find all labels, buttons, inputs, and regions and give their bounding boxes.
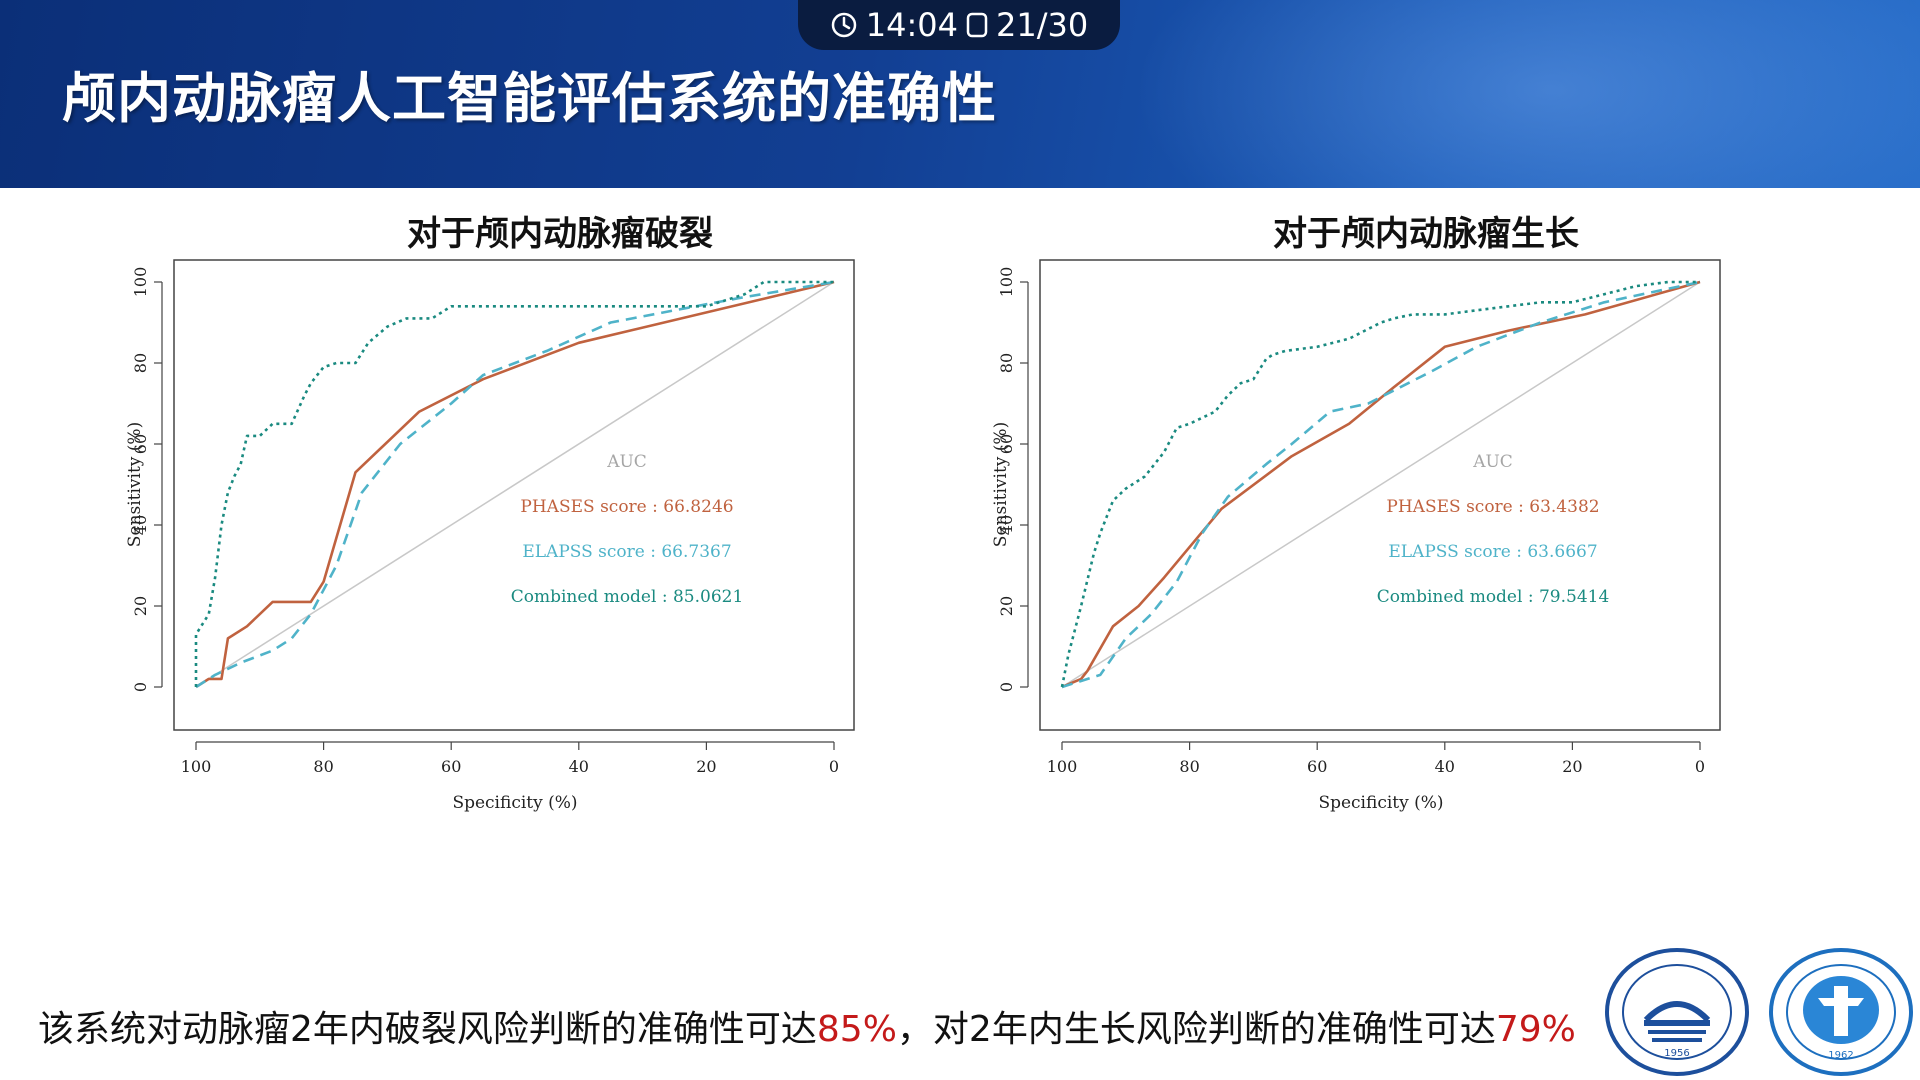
diagonal-reference-line: [195, 281, 835, 688]
roc-curve-elapss: [195, 280, 835, 689]
x-tick-label: 60: [1307, 757, 1327, 776]
university-logo-year: 1962: [1828, 1050, 1853, 1061]
y-tick-label: 0: [131, 682, 150, 692]
y-tick-label: 20: [997, 596, 1016, 616]
roc-curve-phases: [1061, 280, 1701, 689]
legend-title: AUC: [606, 452, 647, 472]
hospital-logo-year: 1956: [1664, 1048, 1689, 1059]
x-tick-label: 100: [1047, 757, 1078, 776]
clock-icon: [830, 11, 858, 39]
university-logo: 1962: [1769, 948, 1913, 1076]
legend-entry: ELAPSS score : 66.7367: [522, 542, 731, 562]
y-tick-label: 100: [131, 267, 150, 298]
x-axis-label: Specificity (%): [1318, 793, 1443, 813]
summary-part-1: 该系统对动脉瘤2年内破裂风险判断的准确性可达: [38, 1009, 817, 1050]
y-axis-label: Sensitivity (%): [991, 422, 1011, 547]
x-tick-label: 60: [441, 757, 461, 776]
rupture-accuracy-value: 85%: [816, 1009, 897, 1050]
legend-entry: PHASES score : 66.8246: [520, 497, 733, 517]
summary-part-2: ，对2年内生长风险判断的准确性可达: [896, 1009, 1496, 1050]
legend-title: AUC: [1472, 452, 1513, 472]
status-time: 14:04: [865, 6, 958, 44]
x-tick-label: 80: [1179, 757, 1199, 776]
legend-entry: Combined model : 85.0621: [511, 587, 744, 607]
x-axis-label: Specificity (%): [452, 793, 577, 813]
rupture-roc-chart: 100 80 60 40 20 0 Specificity (%) 0 20 40 60 80 100 S…: [125, 259, 855, 813]
x-tick-label: 80: [313, 757, 333, 776]
x-tick-label: 20: [696, 757, 716, 776]
y-tick-label: 60: [997, 434, 1016, 454]
x-tick-label: 40: [569, 757, 589, 776]
growth-roc-chart: 100 80 60 40 20 0 Specificity (%) 0 20 40 60 80 100 S…: [991, 259, 1721, 813]
y-tick-label: 60: [131, 434, 150, 454]
growth-chart-title: 对于颅内动脉瘤生长: [1273, 214, 1579, 254]
y-tick-label: 40: [997, 515, 1016, 535]
y-tick-label: 40: [131, 515, 150, 535]
legend-entry: ELAPSS score : 63.6667: [1388, 542, 1597, 562]
x-tick-label: 20: [1562, 757, 1582, 776]
plot-frame: [173, 259, 855, 731]
roc-curve-elapss: [1061, 280, 1701, 689]
slide-counter-icon: [966, 12, 988, 38]
legend-entry: PHASES score : 63.4382: [1386, 497, 1599, 517]
y-axis-label: Sensitivity (%): [125, 422, 145, 547]
diagonal-reference-line: [1061, 281, 1701, 688]
rupture-chart-title: 对于颅内动脉瘤破裂: [407, 214, 713, 254]
hospital-logo: 1956: [1605, 948, 1749, 1076]
y-tick-label: 80: [997, 353, 1016, 373]
x-tick-label: 0: [1695, 757, 1705, 776]
slide-counter: 21/30: [996, 6, 1089, 44]
plot-frame: [1039, 259, 1721, 731]
y-tick-label: 80: [131, 353, 150, 373]
legend-entry: Combined model : 79.5414: [1377, 587, 1610, 607]
roc-curve-phases: [195, 280, 835, 689]
slide-title: 颅内动脉瘤人工智能评估系统的准确性: [62, 67, 997, 130]
growth-accuracy-value: 79%: [1495, 1009, 1576, 1050]
x-tick-label: 40: [1435, 757, 1455, 776]
x-tick-label: 100: [181, 757, 212, 776]
x-tick-label: 0: [829, 757, 839, 776]
y-tick-label: 20: [131, 596, 150, 616]
slide-status-pill[interactable]: 14:04 21/30: [798, 0, 1120, 50]
header-glow: [1100, 0, 1920, 188]
y-tick-label: 0: [997, 682, 1016, 692]
roc-curve-combined: [1060, 280, 1700, 688]
summary-text: 该系统对动脉瘤2年内破裂风险判断的准确性可达85%，对2年内生长风险判断的准确性…: [38, 1000, 1576, 1052]
y-tick-label: 100: [997, 267, 1016, 298]
